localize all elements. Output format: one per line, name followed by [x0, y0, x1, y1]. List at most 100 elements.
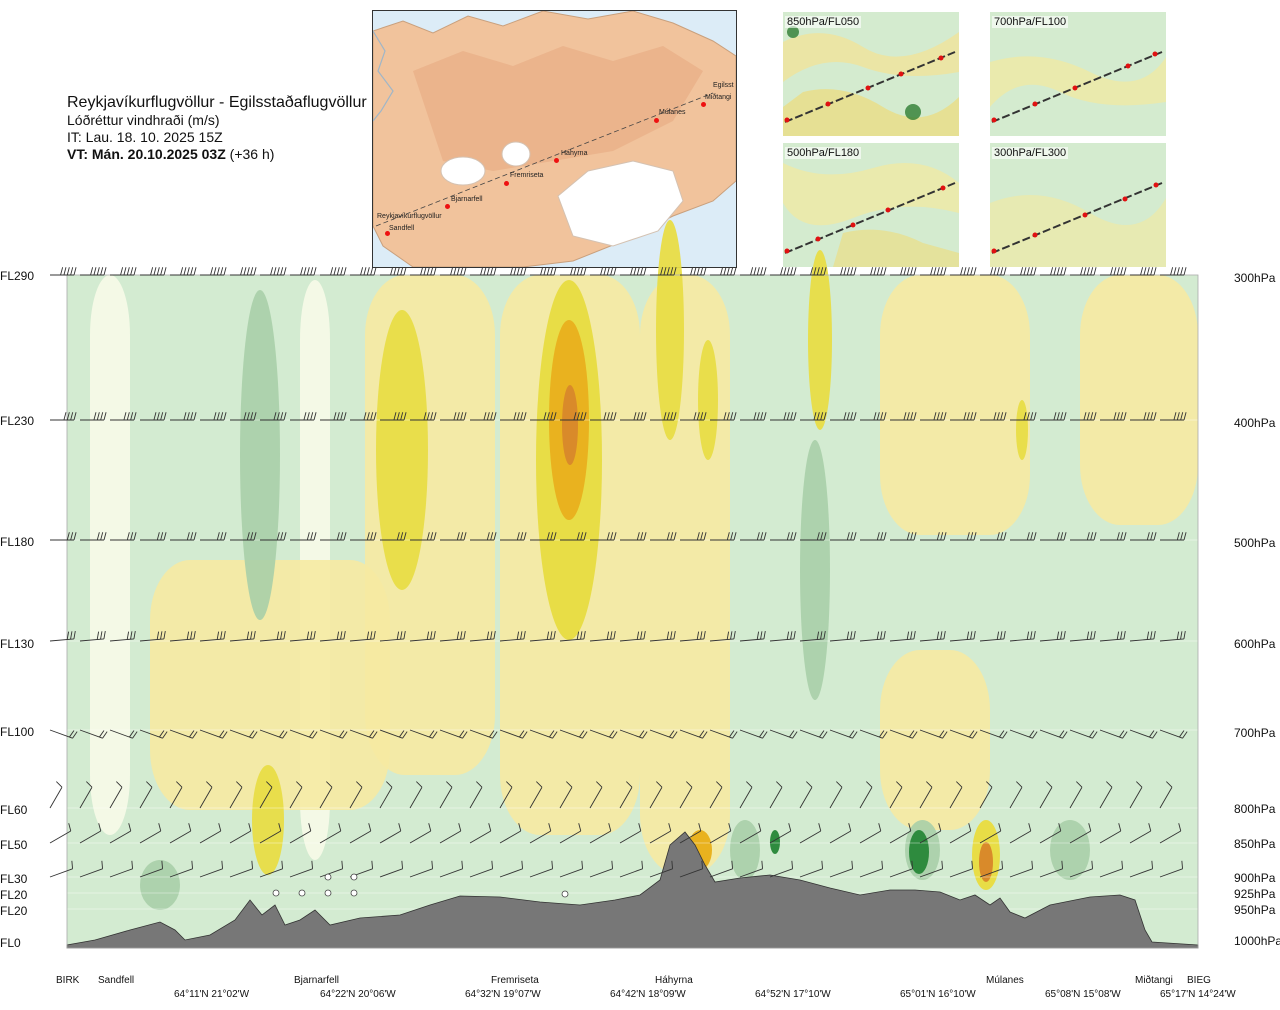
wind-barb: [1002, 731, 1008, 739]
wind-barb: [439, 786, 453, 809]
wind-barb: [363, 267, 367, 276]
wind-barb: [866, 781, 873, 788]
wind-barb: [399, 730, 405, 738]
wind-barb: [490, 412, 494, 421]
route-map[interactable]: Reykjavíkurflugvöllur Sandfell Bjarnarfe…: [372, 10, 737, 268]
wind-barb: [460, 532, 464, 541]
wind-barb: [816, 267, 820, 276]
thumbnail-850hpa[interactable]: 850hPa/FL050: [783, 12, 959, 136]
route-map-graphic: [373, 11, 736, 267]
wind-barb: [469, 729, 493, 739]
wind-barb: [216, 532, 220, 541]
wind-barb: [1033, 412, 1037, 421]
wind-barb: [829, 638, 854, 642]
thumbnail-700hpa[interactable]: 700hPa/FL100: [990, 12, 1166, 136]
wind-barb: [938, 823, 942, 832]
wind-barb: [219, 730, 225, 738]
map-label-egilsstadir: Egilsst: [713, 82, 734, 89]
wind-barb: [979, 868, 1003, 878]
wind-barb: [183, 412, 187, 421]
wind-barb: [700, 631, 703, 640]
wind-barb: [1039, 830, 1062, 844]
wind-barb: [223, 532, 227, 541]
wind-barb: [636, 267, 640, 276]
wind-barb: [409, 729, 433, 739]
wind-barb: [849, 730, 855, 738]
wind-barb: [731, 860, 734, 869]
glacier-langjokull: [440, 156, 486, 186]
wind-barb: [246, 412, 250, 421]
wind-barb: [790, 412, 794, 421]
wind-barb: [936, 267, 940, 276]
wind-barb: [483, 267, 487, 276]
thumbnail-300hpa[interactable]: 300hPa/FL300: [990, 143, 1166, 267]
wind-barb: [1053, 412, 1057, 421]
wind-barb: [341, 860, 344, 869]
wind-barb: [139, 638, 164, 642]
wind-barb: [319, 868, 343, 878]
wind-barb: [213, 412, 217, 421]
thumbnail-500hpa[interactable]: 500hPa/FL180: [783, 143, 959, 267]
wind-barb: [446, 781, 453, 788]
wind-barb: [936, 631, 940, 640]
wind-barb: [853, 412, 857, 421]
wind-barb: [90, 267, 94, 276]
wind-barb: [578, 823, 582, 832]
wind-barb: [100, 412, 104, 421]
wind-barb: [970, 267, 974, 276]
wind-barb: [522, 731, 528, 739]
wind-barb: [1093, 532, 1097, 541]
wind-barb: [1110, 267, 1114, 276]
wind-barb: [853, 532, 857, 541]
wind-barb: [456, 412, 460, 421]
wind-barb: [163, 630, 166, 639]
wind-barb: [259, 786, 273, 809]
wind-barb: [913, 532, 917, 541]
wind-barb: [103, 630, 106, 639]
wind-barb: [850, 631, 853, 640]
wind-barb: [696, 631, 700, 640]
wind-barb: [703, 412, 707, 421]
wind-barb: [536, 781, 543, 788]
wind-barb: [780, 267, 784, 276]
wind-barb: [161, 860, 164, 869]
wind-barb: [589, 830, 612, 844]
wind-barb: [70, 631, 73, 640]
wind-barb: [63, 267, 67, 276]
wind-barb: [79, 868, 103, 878]
wind-barb: [276, 532, 280, 541]
wind-barb: [1150, 532, 1154, 541]
updraft-zone: [150, 560, 390, 810]
wind-barb: [576, 412, 580, 421]
wind-barb: [373, 412, 377, 421]
wind-barb: [190, 532, 194, 541]
fl-label: FL130: [0, 637, 35, 651]
wind-barb: [939, 730, 945, 738]
wind-barb: [786, 267, 790, 276]
wind-barb: [96, 267, 100, 276]
wind-barb: [169, 786, 183, 809]
wind-barb: [463, 267, 467, 276]
fl-label: FL20: [0, 888, 28, 902]
wind-barb: [1063, 412, 1067, 421]
wind-barb: [153, 267, 157, 276]
wind-barb: [100, 631, 103, 640]
wind-barb: [462, 731, 468, 739]
wind-barb: [1180, 631, 1183, 640]
wind-barb: [1026, 631, 1030, 640]
wind-barb: [913, 630, 916, 639]
wind-barb: [679, 786, 693, 809]
wind-barb: [553, 412, 557, 421]
wind-barb: [283, 630, 286, 639]
wind-barb: [216, 267, 220, 276]
wind-barb: [461, 860, 464, 869]
wind-barb: [883, 532, 887, 541]
wind-barb: [79, 830, 102, 844]
wind-barb: [333, 267, 337, 276]
wind-barb: [221, 860, 224, 869]
wind-barb: [730, 532, 734, 541]
wind-barb: [1086, 631, 1090, 640]
wind-barb: [516, 532, 520, 541]
wind-barb: [999, 730, 1005, 738]
wind-barb: [963, 267, 967, 276]
